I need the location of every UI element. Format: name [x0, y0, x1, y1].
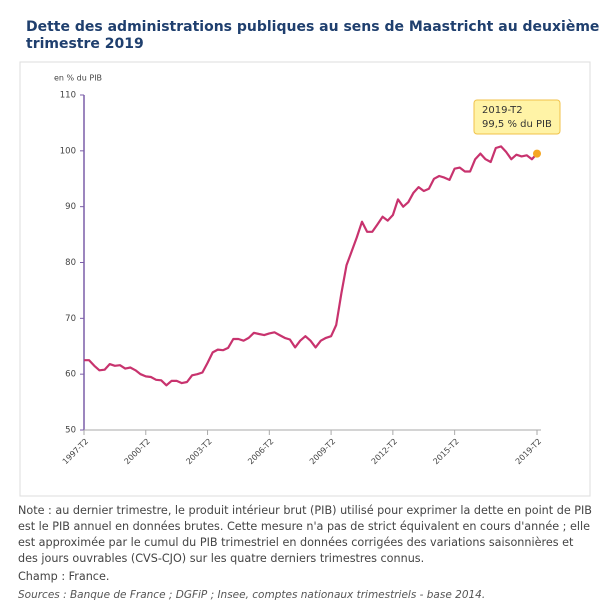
x-tick-label: 2006-T2 — [246, 437, 275, 466]
x-tick-label: 2000-T2 — [123, 437, 152, 466]
x-tick-label: 2009-T2 — [308, 437, 337, 466]
end-point — [533, 149, 541, 158]
notes: Note : au dernier trimestre, le produit … — [18, 503, 596, 603]
x-tick-label: 2003-T2 — [184, 437, 213, 466]
y-tick-label: 70 — [65, 314, 76, 324]
y-tick-label: 50 — [65, 426, 76, 436]
x-tick-label: 2019-T2 — [514, 437, 543, 466]
chart-title: Dette des administrations publiques au s… — [26, 19, 599, 52]
sources: Sources : Banque de France ; DGFiP ; Ins… — [18, 589, 486, 601]
annotation-text: 2019-T2 — [482, 105, 523, 116]
y-tick-label: 90 — [65, 202, 76, 212]
chart-frame — [19, 61, 591, 497]
scope: Champ : France. — [18, 570, 110, 583]
data-line — [84, 145, 538, 387]
x-tick-label: 2012-T2 — [370, 437, 399, 466]
annotation-text: 99,5 % du PIB — [482, 119, 552, 130]
y-tick-label: 100 — [60, 146, 76, 156]
x-tick-label: 1997-T2 — [61, 437, 90, 466]
y-tick-label: 80 — [65, 258, 76, 268]
y-tick-label: 110 — [60, 91, 76, 101]
note: Note : au dernier trimestre, le produit … — [18, 504, 592, 565]
annotation-box — [473, 99, 561, 135]
x-tick-label: 2015-T2 — [431, 437, 460, 466]
y-tick-label: 60 — [65, 370, 76, 380]
chart: Dette des administrations publiques au s… — [19, 19, 599, 497]
y-axis-label: en % du PIB — [54, 74, 102, 83]
